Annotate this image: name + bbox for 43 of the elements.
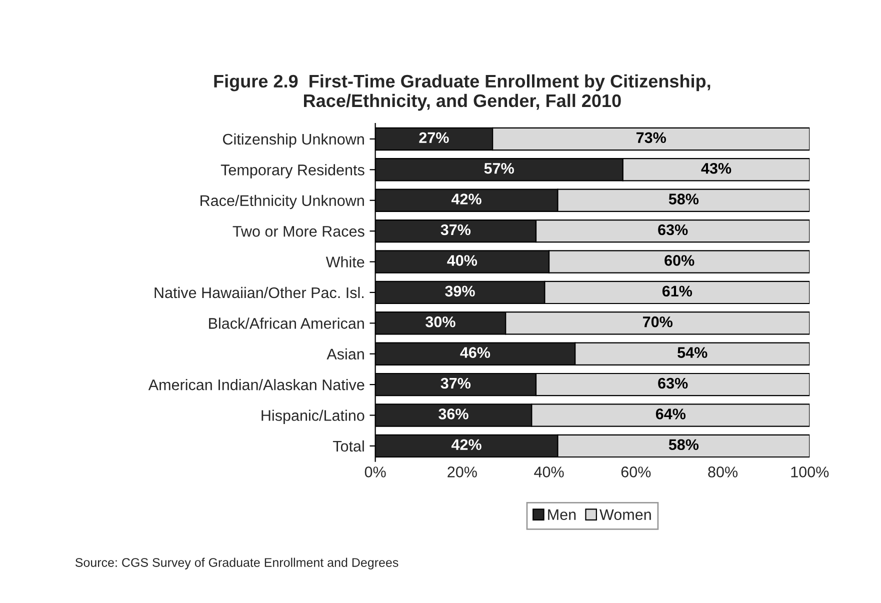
source-note: Source: CGS Survey of Graduate Enrollment and Degrees — [75, 558, 398, 570]
data-label: 63% — [658, 224, 688, 236]
y-tick-label: Temporary Residents — [220, 164, 364, 178]
data-label: 58% — [668, 194, 699, 204]
data-label: 36% — [438, 408, 468, 420]
data-label: 37% — [440, 224, 471, 236]
x-tick-label: 20% — [448, 466, 477, 478]
data-label: 39% — [445, 286, 475, 297]
y-tick-label: White — [326, 256, 364, 268]
data-label: 42% — [451, 194, 482, 204]
chart-title: Figure 2.9 First-Time Graduate Enrollment by Citizenship, Race/Ethnicity, and Gender, Fall 2010 — [214, 74, 710, 111]
data-label: 63% — [658, 378, 688, 389]
data-label: 54% — [678, 347, 708, 358]
x-tick-label: 0% — [364, 466, 386, 478]
y-tick-label: American Indian/Alaskan Native — [148, 379, 364, 390]
data-label: 70% — [642, 316, 673, 328]
data-label: 61% — [662, 286, 692, 297]
data-label: 37% — [440, 378, 471, 389]
data-label: 27% — [419, 132, 449, 144]
data-label: 30% — [426, 316, 456, 328]
x-tick-label: 80% — [708, 466, 738, 478]
legend-label: Men — [548, 509, 576, 520]
data-label: 73% — [636, 132, 666, 144]
x-tick-label: 40% — [534, 466, 564, 478]
x-tick-label: 100% — [791, 466, 829, 478]
data-label: 64% — [656, 408, 686, 420]
y-tick-label: Native Hawaiian/Other Pac. Isl. — [154, 286, 364, 298]
y-tick-label: Total — [332, 440, 364, 452]
y-tick-label: Black/African American — [209, 318, 364, 329]
y-tick-label: Hispanic/Latino — [262, 410, 364, 424]
legend-label: Women — [600, 509, 651, 520]
data-label: 60% — [664, 255, 694, 266]
data-label: 46% — [460, 347, 490, 358]
data-label: 43% — [701, 162, 732, 174]
y-tick-label: Race/Ethnicity Unknown — [200, 194, 364, 210]
data-label: 58% — [668, 439, 699, 450]
y-tick-label: Two or More Races — [232, 226, 364, 237]
data-label: 40% — [447, 255, 478, 266]
data-label: 57% — [484, 162, 514, 174]
x-tick-label: 60% — [621, 466, 651, 478]
y-tick-label: Citizenship Unknown — [223, 133, 364, 148]
data-label: 42% — [451, 439, 482, 450]
y-tick-label: Asian — [326, 348, 364, 360]
